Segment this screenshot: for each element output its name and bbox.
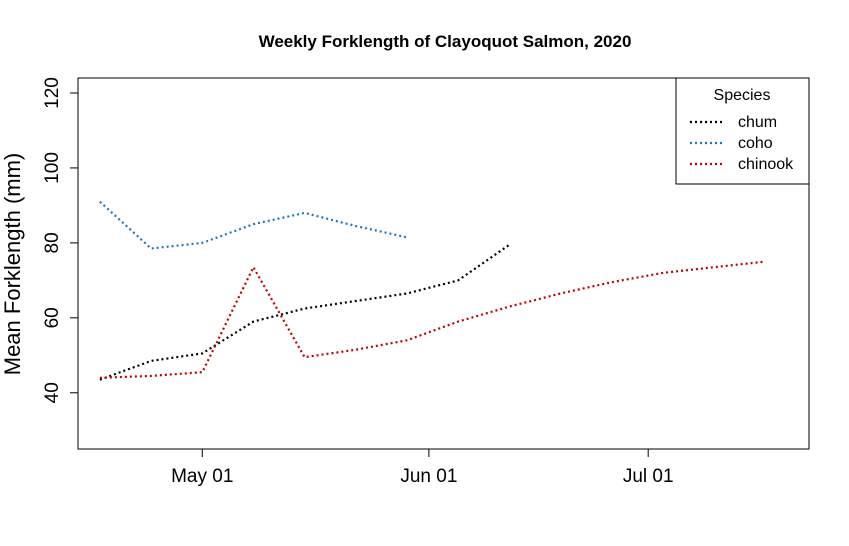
legend-title: Species xyxy=(714,87,771,104)
y-tick-label-40: 40 xyxy=(42,382,63,403)
y-tick-label-80: 80 xyxy=(42,232,63,253)
x-tick-label-jun-01: Jun 01 xyxy=(400,466,457,487)
series-line-chinook xyxy=(99,260,766,379)
y-axis: 40 60 80 100 120 xyxy=(42,77,79,403)
legend: Species chum coho chinook xyxy=(675,77,810,185)
legend-label-coho: coho xyxy=(738,135,773,152)
series-layer xyxy=(99,200,766,381)
x-tick-label-jul-01: Jul 01 xyxy=(623,466,674,487)
y-tick-label-100: 100 xyxy=(42,152,63,184)
legend-items: chum coho chinook xyxy=(690,114,794,173)
y-tick-label-120: 120 xyxy=(42,77,63,109)
y-axis-title: Mean Forklength (mm) xyxy=(0,153,25,376)
y-tick-label-60: 60 xyxy=(42,307,63,328)
legend-label-chinook: chinook xyxy=(738,156,794,173)
series-line-chum xyxy=(99,243,510,381)
series-line-coho xyxy=(99,200,408,250)
legend-box xyxy=(675,77,810,185)
x-axis: May 01 Jun 01 Jul 01 xyxy=(171,448,674,487)
legend-label-chum: chum xyxy=(738,114,777,131)
x-tick-label-may-01: May 01 xyxy=(171,466,233,487)
chart-title: Weekly Forklength of Clayoquot Salmon, 2… xyxy=(259,32,632,51)
